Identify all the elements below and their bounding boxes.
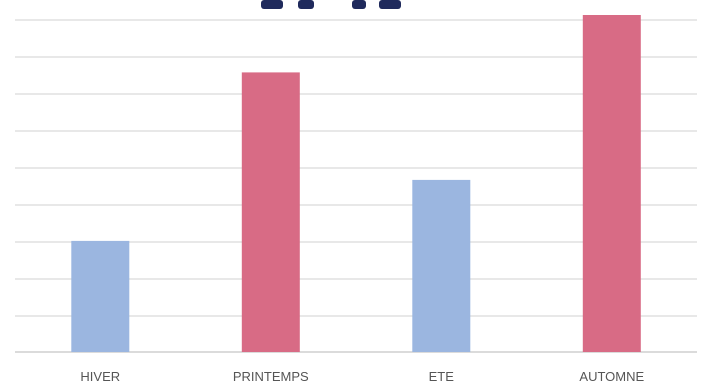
x-tick-label-ete: ETE [429, 369, 455, 384]
bar-printemps [241, 72, 300, 353]
bars [71, 15, 641, 353]
bar-hiver [71, 240, 130, 352]
bar-automne [582, 15, 641, 352]
cropped-title-fragment [261, 0, 401, 9]
x-tick-label-hiver: HIVER [80, 369, 120, 384]
bar-ete [412, 179, 471, 352]
x-axis-tick-labels: HIVER PRINTEMPS ETE AUTOMNE [80, 369, 644, 384]
x-tick-label-automne: AUTOMNE [579, 369, 644, 384]
x-tick-label-printemps: PRINTEMPS [233, 369, 309, 384]
